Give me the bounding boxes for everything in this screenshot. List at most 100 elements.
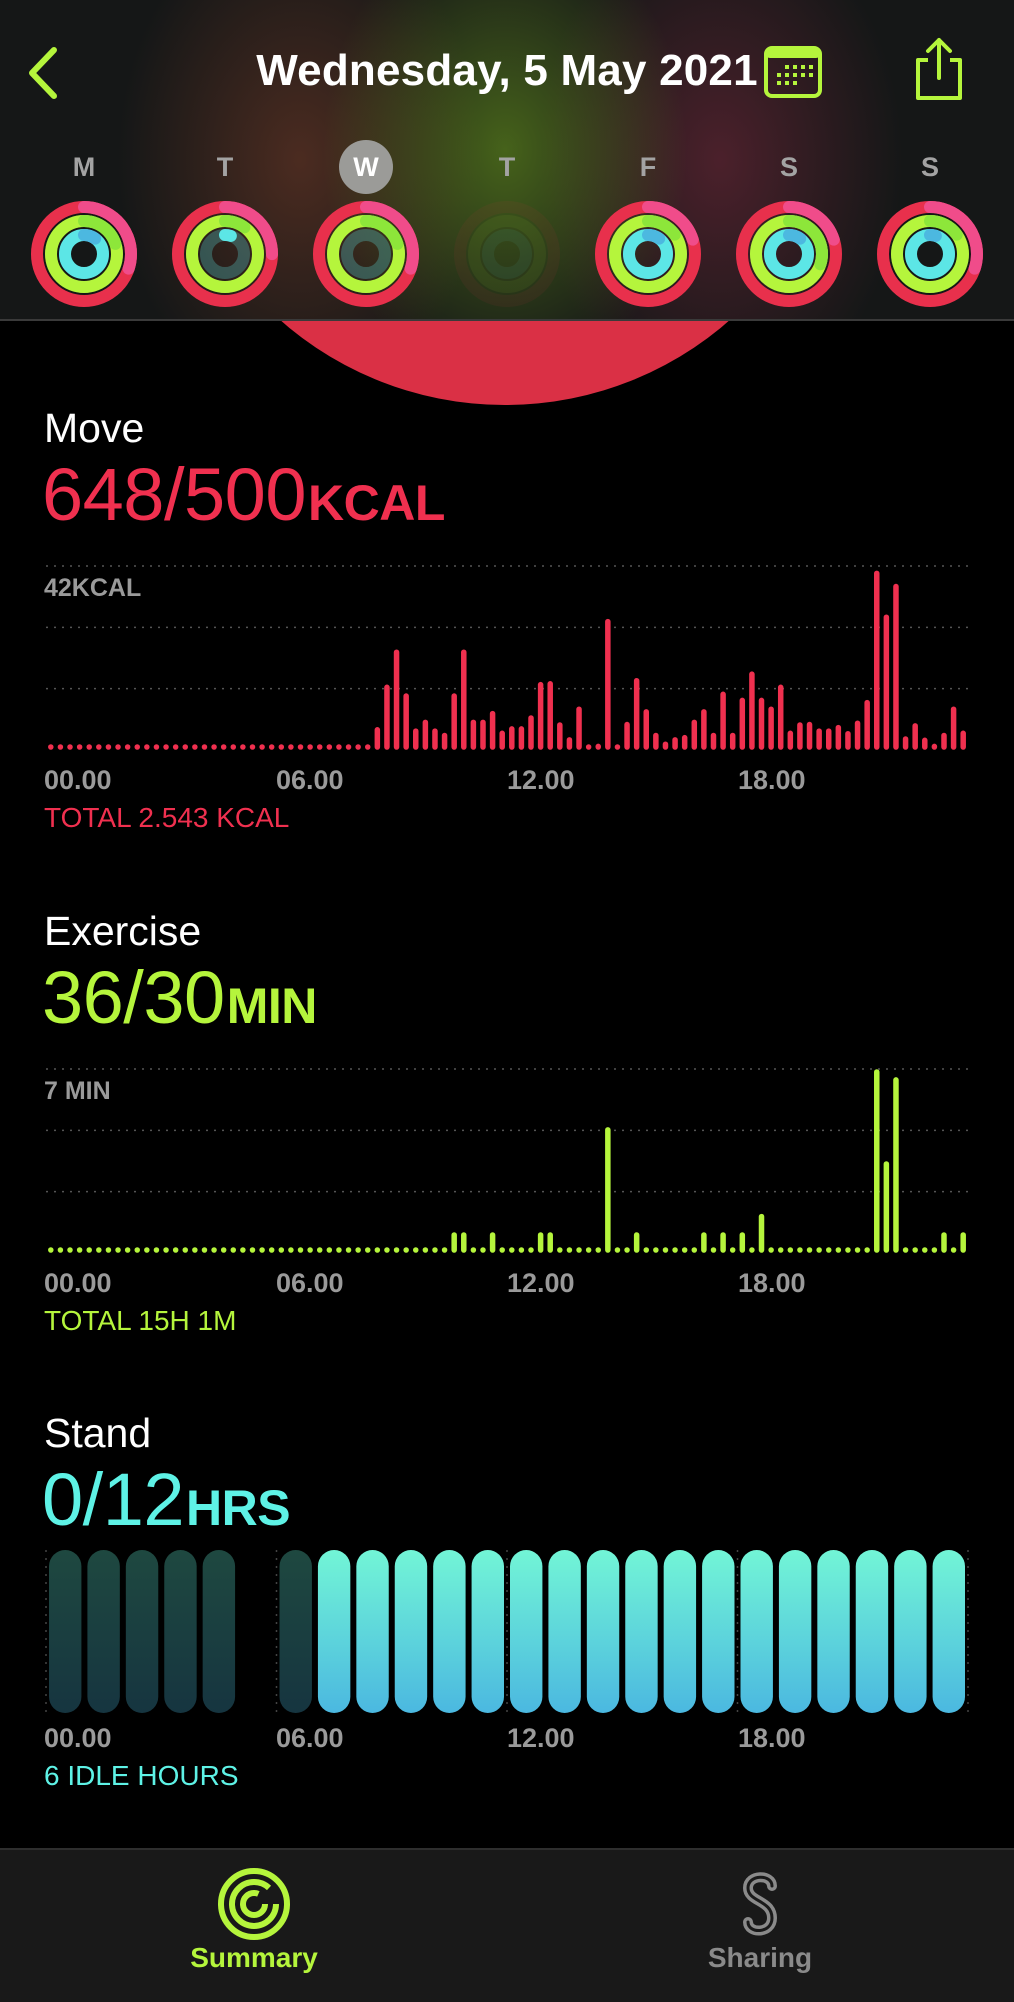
stand-hour-bar — [740, 1550, 773, 1713]
stand-hour-bar — [394, 1550, 428, 1713]
ring-track — [482, 229, 532, 279]
ring-overflow — [905, 229, 955, 279]
ring-track — [468, 215, 546, 293]
stand-hour-bar — [125, 1550, 159, 1713]
exercise-value-number: 36/30 — [42, 956, 225, 1039]
day-letter[interactable]: T — [216, 152, 234, 182]
day-activity-rings[interactable] — [450, 197, 564, 311]
tab-sharing-label: Sharing — [707, 1942, 813, 1973]
tab-summary[interactable]: Summary — [104, 1850, 404, 2002]
move-value: 648/500KCAL — [42, 452, 445, 537]
header: Wednesday, 5 May 2021 M T W T F S S — [0, 0, 1014, 321]
stand-hour-bar — [433, 1550, 466, 1713]
axis-label: 00.00 — [44, 765, 112, 795]
axis-label: 00.00 — [44, 1268, 112, 1298]
day-activity-rings[interactable] — [168, 197, 282, 311]
chevron-left-icon[interactable] — [20, 42, 70, 104]
day-activity-rings[interactable] — [27, 197, 141, 311]
tab-summary-label: Summary — [190, 1942, 318, 1973]
stand-label: Stand — [44, 1410, 152, 1456]
day-activity-rings[interactable] — [591, 197, 705, 311]
exercise-label: Exercise — [44, 908, 202, 954]
stand-hour-bar — [625, 1550, 658, 1713]
ring-track — [341, 229, 391, 279]
axis-label: 06.00 — [276, 1723, 344, 1753]
move-value-number: 648/500 — [42, 453, 307, 536]
day-letter[interactable]: M — [72, 152, 96, 182]
stand-hour-bar — [49, 1550, 82, 1713]
move-chart: 42KCAL 00.00 06.00 12.00 18.00 TOTAL 2.5… — [0, 560, 1014, 840]
axis-label: 18.00 — [738, 765, 806, 795]
move-unit: KCAL — [308, 475, 445, 531]
share-icon[interactable] — [910, 36, 968, 104]
ring-overflow — [59, 229, 109, 279]
stand-hour-bar — [317, 1550, 351, 1713]
stand-hour-bar — [894, 1550, 927, 1713]
stand-hour-bar — [663, 1550, 697, 1713]
stand-hour-bar — [87, 1550, 120, 1713]
axis-label: 06.00 — [276, 765, 344, 795]
ring-overflow — [172, 201, 278, 307]
stand-value: 0/12HRS — [42, 1457, 291, 1542]
exercise-chart-svg — [46, 1068, 968, 1253]
ring-overflow — [764, 229, 814, 279]
ring-track — [454, 201, 560, 307]
day-activity-rings[interactable] — [873, 197, 987, 311]
exercise-chart: 7 MIN 00.00 06.00 12.00 18.00 TOTAL 15H … — [0, 1063, 1014, 1343]
stand-hour-bar — [279, 1550, 312, 1713]
ring-overflow — [891, 215, 969, 293]
ring-overflow — [595, 201, 701, 307]
axis-label: 06.00 — [276, 1268, 344, 1298]
day-letter[interactable]: T — [498, 152, 516, 182]
page-title: Wednesday, 5 May 2021 — [256, 46, 758, 95]
ring-overflow — [313, 201, 419, 307]
ring-overflow — [186, 215, 264, 293]
axis-label: 18.00 — [738, 1268, 806, 1298]
stand-chart-svg — [45, 1550, 969, 1713]
ring-overflow — [609, 215, 687, 293]
move-ymax-label: 42KCAL — [44, 574, 142, 602]
ring-overflow — [31, 201, 137, 307]
stand-hour-bar — [778, 1550, 812, 1713]
axis-label: 12.00 — [507, 765, 575, 795]
day-letter[interactable]: S — [920, 152, 939, 182]
stand-hour-bar — [548, 1550, 581, 1713]
ring-overflow — [623, 229, 673, 279]
calendar-icon[interactable] — [763, 45, 823, 99]
stand-hour-bar — [586, 1550, 620, 1713]
ring-overflow — [877, 201, 983, 307]
stand-hour-bar — [471, 1550, 504, 1713]
tab-sharing[interactable]: Sharing — [610, 1850, 910, 2002]
move-total: TOTAL 2.543 KCAL — [44, 802, 290, 833]
day-activity-rings[interactable] — [309, 197, 423, 311]
day-letter[interactable]: F — [639, 152, 657, 182]
stand-hour-bar — [202, 1550, 236, 1713]
axis-label: 18.00 — [738, 1723, 806, 1753]
exercise-unit: MIN — [226, 978, 318, 1034]
axis-label: 12.00 — [507, 1723, 575, 1753]
stand-value-number: 0/12 — [42, 1458, 185, 1541]
ring-progress — [200, 229, 250, 279]
stand-unit: HRS — [186, 1480, 291, 1536]
stand-hour-bar — [702, 1550, 735, 1713]
stand-hour-bar — [932, 1550, 965, 1713]
stand-hour-bar — [356, 1550, 389, 1713]
stand-chart: 00.00 06.00 12.00 18.00 6 IDLE HOURS — [0, 1548, 1014, 1828]
ring-overflow — [750, 215, 828, 293]
stand-hour-bar — [510, 1550, 543, 1713]
day-letter[interactable]: W — [339, 140, 393, 194]
ring-overflow — [327, 215, 405, 293]
stand-hour-bar — [817, 1550, 850, 1713]
sharing-icon — [742, 1872, 778, 1936]
axis-label: 12.00 — [507, 1268, 575, 1298]
stand-hour-bar — [164, 1550, 197, 1713]
exercise-total: TOTAL 15H 1M — [44, 1305, 237, 1336]
exercise-value: 36/30MIN — [42, 955, 317, 1040]
ring-overflow — [736, 201, 842, 307]
axis-label: 00.00 — [44, 1723, 112, 1753]
ring-overflow — [45, 215, 123, 293]
move-label: Move — [44, 405, 145, 451]
day-letter[interactable]: S — [779, 152, 798, 182]
day-activity-rings[interactable] — [732, 197, 846, 311]
stand-hour-bar — [855, 1550, 889, 1713]
